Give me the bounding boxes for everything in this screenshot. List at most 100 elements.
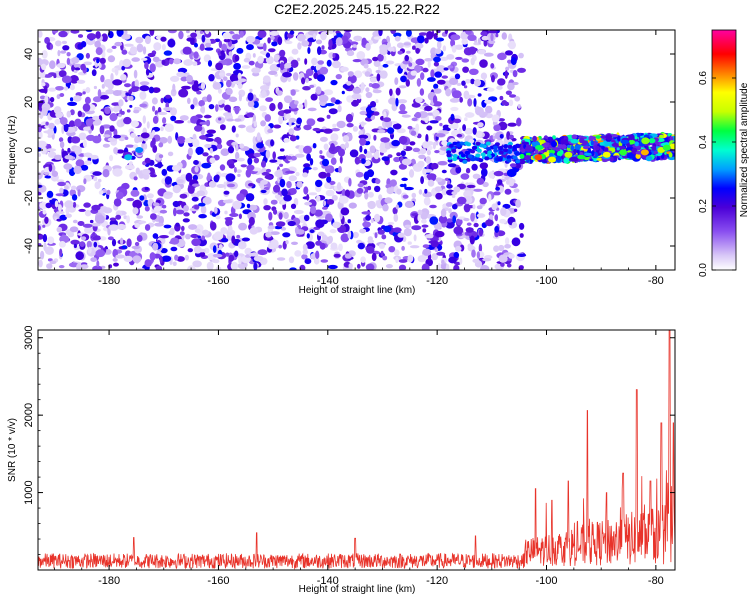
heatmap-cell (113, 134, 121, 139)
heatmap-cell (216, 144, 222, 149)
heatmap-cell (179, 231, 185, 236)
heatmap-cell (218, 244, 223, 250)
heatmap-cell (421, 219, 427, 224)
heatmap-cell (448, 256, 457, 264)
heatmap-cell (172, 261, 177, 267)
heatmap-cell (65, 213, 72, 218)
heatmap-cell (424, 37, 429, 44)
heatmap-cell (77, 110, 83, 118)
heatmap-hotspot (619, 149, 628, 156)
heatmap-cell (165, 94, 171, 99)
heatmap-cell (380, 137, 390, 143)
heatmap-cell (415, 47, 420, 54)
heatmap-cell (69, 75, 79, 84)
heatmap-cell (94, 40, 101, 48)
heatmap-cell (552, 135, 556, 140)
heatmap-cell (426, 31, 434, 40)
heatmap-cell (55, 111, 64, 119)
heatmap-cell (107, 82, 114, 90)
heatmap-cell (362, 185, 369, 195)
heatmap-cell (346, 123, 354, 128)
heatmap-cell (325, 103, 335, 107)
heatmap-cell (473, 188, 483, 192)
heatmap-cell (252, 114, 256, 122)
heatmap-cell (352, 231, 359, 239)
heatmap-cell (476, 205, 483, 210)
heatmap-cell (427, 233, 434, 239)
heatmap-cell (401, 158, 412, 166)
heatmap-cell (284, 31, 289, 40)
heatmap-cell (238, 241, 247, 250)
heatmap-cell (488, 193, 492, 202)
heatmap-cell (70, 239, 80, 245)
heatmap-cell (152, 144, 158, 153)
heatmap-cell (287, 76, 292, 83)
heatmap-cell (238, 255, 242, 265)
heatmap-cell (237, 72, 242, 80)
heatmap-cell (43, 172, 50, 175)
heatmap-cell (305, 68, 314, 77)
heatmap-cell (374, 185, 381, 193)
heatmap-cell (323, 128, 333, 134)
heatmap-cell (382, 204, 389, 212)
heatmap-y-tick-label: 0 (23, 147, 35, 153)
heatmap-cell (92, 135, 102, 144)
heatmap-cell (310, 205, 317, 214)
heatmap-cell (193, 160, 199, 165)
heatmap-cell (61, 40, 68, 45)
heatmap-cell (501, 100, 508, 106)
heatmap-cell (304, 58, 308, 65)
heatmap-cell (228, 163, 235, 169)
heatmap-cell (456, 196, 467, 205)
heatmap-cell (463, 190, 473, 199)
heatmap-cell (38, 88, 48, 93)
heatmap-cell (493, 145, 499, 150)
heatmap-cell (253, 120, 257, 127)
heatmap-cell (247, 204, 258, 211)
heatmap-cell (325, 213, 333, 222)
heatmap-cell (412, 147, 421, 153)
heatmap-cell (291, 48, 299, 55)
heatmap-cell (205, 42, 211, 48)
heatmap-cell (579, 137, 585, 144)
heatmap-cell (91, 204, 101, 211)
heatmap-cell (264, 114, 271, 122)
heatmap-cell (499, 218, 507, 224)
heatmap-cell (67, 232, 75, 238)
heatmap-cell (371, 178, 377, 184)
heatmap-cell (317, 117, 325, 122)
heatmap-cell (160, 36, 167, 42)
heatmap-cell (255, 43, 266, 47)
heatmap-cell (351, 93, 361, 100)
heatmap-cell (133, 109, 140, 114)
snr-y-tick-label: 3000 (23, 325, 35, 349)
heatmap-cell (203, 247, 210, 254)
heatmap-cell (313, 257, 320, 265)
snr-y-ticks: 1000 2000 3000 (23, 325, 675, 571)
heatmap-cell (160, 97, 164, 104)
heatmap-cell (38, 30, 43, 38)
heatmap-cell (70, 136, 81, 144)
heatmap-cell (521, 141, 530, 145)
heatmap-cell (139, 81, 150, 86)
heatmap-cell (382, 63, 389, 68)
heatmap-cell (182, 218, 190, 223)
heatmap-cell (461, 80, 466, 86)
heatmap-cell (463, 85, 468, 89)
heatmap-cell (352, 44, 358, 48)
heatmap-cell (223, 38, 231, 43)
heatmap-cell (285, 170, 295, 174)
heatmap-cell (340, 233, 350, 243)
heatmap-cell (435, 116, 442, 121)
heatmap-cell (230, 261, 239, 270)
heatmap-cell (465, 30, 472, 35)
heatmap-cell (208, 104, 215, 110)
heatmap-cell (414, 111, 422, 119)
heatmap-cell (422, 67, 429, 73)
snr-x-tick-label: -160 (207, 575, 229, 587)
heatmap-cell (290, 89, 296, 96)
heatmap-cell (331, 194, 338, 201)
heatmap-hotspot (548, 156, 556, 163)
heatmap-cell (303, 214, 310, 222)
heatmap-cell (512, 155, 518, 160)
